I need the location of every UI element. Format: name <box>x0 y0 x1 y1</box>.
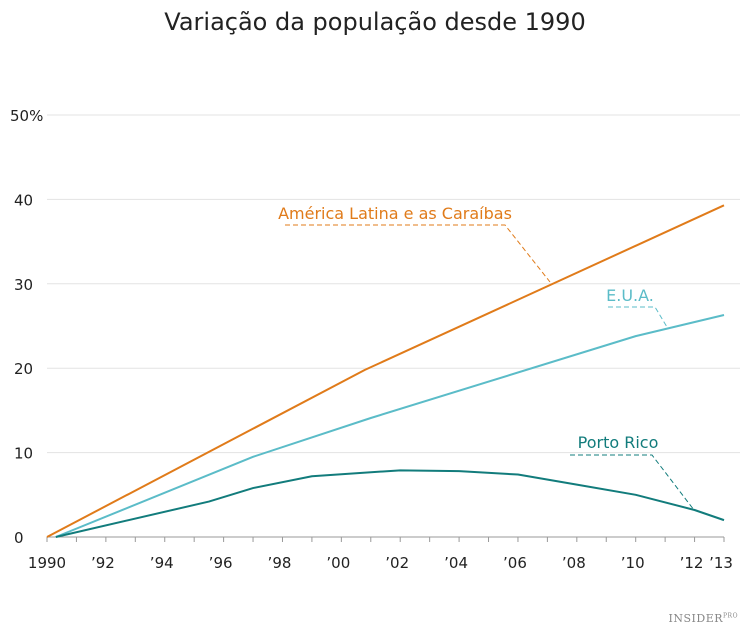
y-tick-label: 0 <box>14 529 24 547</box>
series-leader-line <box>608 306 668 328</box>
x-tick-label: ’06 <box>503 554 527 572</box>
y-tick-label: 30 <box>14 276 33 294</box>
chart-title: Variação da população desde 1990 <box>164 8 586 36</box>
series-label: E.U.A. <box>606 286 654 305</box>
y-tick-label: 20 <box>14 360 33 378</box>
x-tick-label: ’98 <box>268 554 292 572</box>
x-tick-label: ’10 <box>621 554 645 572</box>
x-tick-label: ’00 <box>326 554 350 572</box>
y-tick-label: 40 <box>14 191 33 209</box>
x-tick-label: ’12 <box>680 554 704 572</box>
x-tick-label: ’02 <box>385 554 409 572</box>
series-leader-line <box>285 224 551 283</box>
y-tick-label: 10 <box>14 445 33 463</box>
logo-sup: PRO <box>723 612 738 620</box>
x-tick-label: 1990 <box>28 554 66 572</box>
series-label: América Latina e as Caraíbas <box>278 204 512 223</box>
series-line-1 <box>55 314 725 538</box>
series-line-0 <box>46 204 725 538</box>
x-tick-label: ’96 <box>209 554 233 572</box>
series-label: Porto Rico <box>578 433 659 452</box>
insider-pro-logo: INSIDERPRO <box>669 612 738 625</box>
x-tick-label: ’04 <box>444 554 468 572</box>
x-tick-label: ’13 <box>709 554 733 572</box>
series-line-2 <box>55 469 725 538</box>
x-tick-label: ’94 <box>150 554 174 572</box>
series-leader-line <box>570 454 695 511</box>
x-tick-label: ’08 <box>562 554 586 572</box>
x-tick-label: ’92 <box>91 554 115 572</box>
logo-text: INSIDER <box>668 612 724 625</box>
y-tick-label: 50% <box>10 107 43 125</box>
